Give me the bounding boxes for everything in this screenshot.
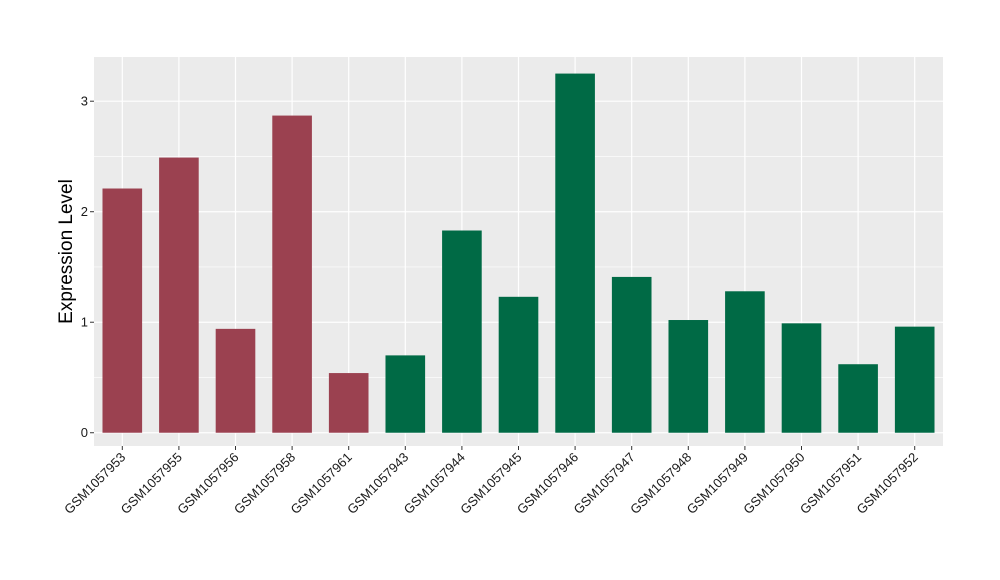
bar-GSM1057946: [555, 73, 595, 433]
bar-GSM1057956: [215, 328, 256, 433]
bar-GSM1057951: [838, 364, 878, 433]
bar-GSM1057944: [442, 230, 482, 433]
bar-GSM1057955: [159, 157, 199, 433]
y-tick-label: 1: [81, 315, 88, 330]
bar-GSM1057943: [385, 355, 426, 433]
y-axis-title: Expression Level: [56, 179, 77, 324]
bar-GSM1057952: [894, 326, 935, 433]
y-tick-label: 0: [81, 425, 88, 440]
bar-GSM1057958: [272, 115, 312, 433]
bar-GSM1057961: [328, 373, 369, 433]
y-tick-label: 2: [81, 204, 88, 219]
bar-GSM1057947: [611, 276, 652, 433]
bar-GSM1057948: [668, 320, 709, 433]
bar-GSM1057945: [498, 296, 539, 433]
x-axis: GSM1057953GSM1057955GSM1057956GSM1057958…: [61, 446, 921, 517]
bar-GSM1057949: [725, 291, 765, 433]
y-tick-label: 3: [81, 94, 88, 109]
y-axis: 0 1 2 3: [81, 94, 94, 440]
bar-GSM1057953: [102, 188, 143, 433]
bars: [102, 73, 935, 433]
bar-GSM1057950: [781, 323, 822, 433]
